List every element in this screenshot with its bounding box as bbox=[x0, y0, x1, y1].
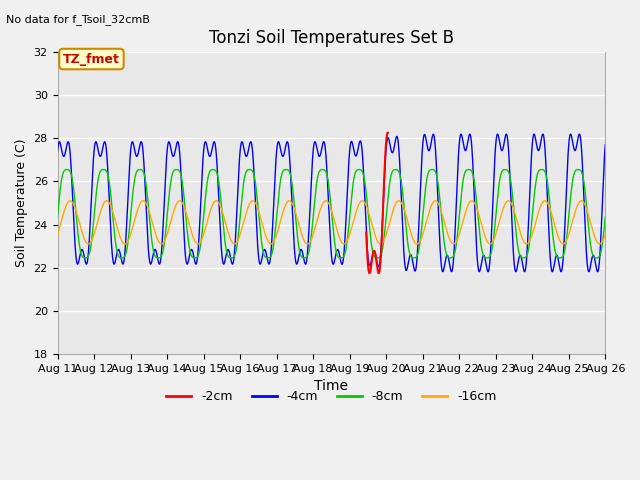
Legend: -2cm, -4cm, -8cm, -16cm: -2cm, -4cm, -8cm, -16cm bbox=[161, 385, 502, 408]
Text: No data for f_Tsoil_32cmB: No data for f_Tsoil_32cmB bbox=[6, 14, 150, 25]
Text: TZ_fmet: TZ_fmet bbox=[63, 52, 120, 66]
Title: Tonzi Soil Temperatures Set B: Tonzi Soil Temperatures Set B bbox=[209, 29, 454, 48]
X-axis label: Time: Time bbox=[314, 379, 348, 394]
Y-axis label: Soil Temperature (C): Soil Temperature (C) bbox=[15, 139, 28, 267]
